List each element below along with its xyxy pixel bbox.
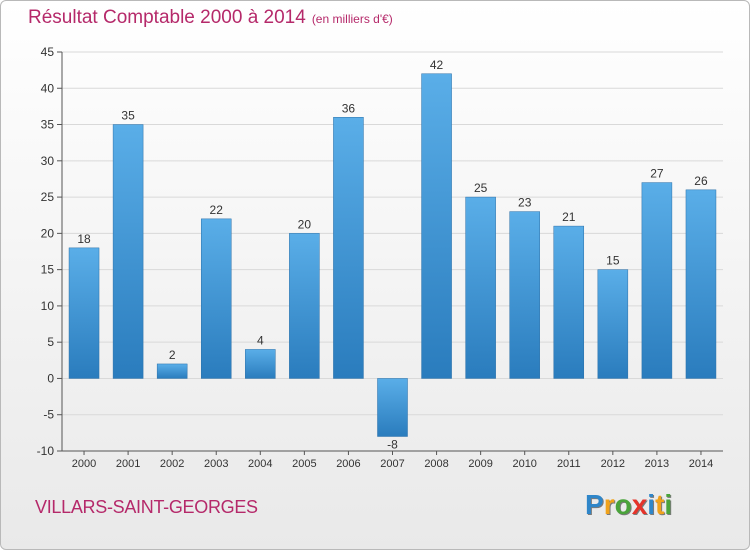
bar — [333, 117, 364, 379]
y-tick-label: -5 — [43, 408, 54, 422]
bar — [509, 211, 540, 379]
data-label: 2 — [169, 348, 176, 362]
x-tick-label: 2006 — [336, 458, 360, 470]
logo-letter: x — [631, 489, 648, 520]
y-tick-label: 35 — [41, 118, 55, 132]
data-label: 21 — [562, 210, 576, 224]
logo-letter: r — [603, 489, 615, 520]
bar — [685, 189, 717, 379]
bar — [553, 225, 585, 379]
proxiti-logo: Proxiti — [585, 489, 672, 521]
bar — [156, 363, 188, 379]
x-tick-label: 2007 — [380, 458, 404, 470]
x-tick-label: 2011 — [557, 458, 581, 470]
logo-letter: i — [647, 489, 656, 520]
y-tick-label: 40 — [41, 81, 55, 95]
data-label: 20 — [298, 217, 312, 231]
location-label: VILLARS-SAINT-GEORGES — [35, 497, 258, 517]
y-tick-label: 5 — [47, 335, 54, 349]
y-tick-label: 30 — [41, 154, 55, 168]
x-tick-label: 2005 — [292, 458, 316, 470]
x-tick-label: 2013 — [645, 458, 669, 470]
y-tick-label: 0 — [47, 371, 54, 385]
chart-title-text: Résultat Comptable 2000 à 2014 — [28, 7, 306, 28]
data-label: 22 — [210, 203, 224, 217]
chart-unit: (en milliers d'€) — [311, 12, 393, 26]
data-label: -8 — [387, 437, 398, 451]
y-tick-label: -10 — [37, 444, 55, 458]
bar — [289, 233, 320, 379]
chart-title: Résultat Comptable 2000 à 2014 (en millie… — [28, 7, 393, 29]
bar — [112, 124, 144, 379]
bar — [465, 196, 496, 379]
x-tick-label: 2010 — [512, 458, 536, 470]
x-tick-label: 2002 — [160, 458, 184, 470]
data-label: 18 — [77, 232, 91, 246]
x-tick-label: 2000 — [72, 458, 96, 470]
bar — [377, 378, 408, 437]
data-label: 42 — [430, 58, 444, 72]
logo-letter: i — [664, 489, 673, 520]
y-tick-label: 10 — [41, 299, 55, 313]
logo-letter: P — [585, 489, 604, 520]
x-tick-label: 2009 — [468, 458, 492, 470]
logo-letter: o — [614, 489, 632, 520]
data-label: 36 — [342, 101, 356, 115]
data-label: 23 — [518, 196, 532, 210]
bar — [421, 73, 452, 379]
bar — [68, 247, 100, 379]
y-tick-label: 20 — [41, 226, 55, 240]
data-label: 15 — [606, 254, 620, 268]
data-label: 25 — [474, 181, 488, 195]
x-tick-label: 2012 — [601, 458, 625, 470]
y-tick-label: 25 — [41, 190, 55, 204]
bar — [200, 218, 232, 379]
x-tick-label: 2004 — [248, 458, 272, 470]
bar — [597, 269, 629, 379]
y-tick-label: 15 — [41, 263, 55, 277]
bar — [245, 349, 276, 379]
bar — [641, 182, 673, 379]
x-tick-label: 2014 — [689, 458, 713, 470]
x-tick-label: 2008 — [424, 458, 448, 470]
y-tick-label: 45 — [41, 45, 55, 59]
x-tick-label: 2001 — [116, 458, 140, 470]
data-label: 35 — [121, 109, 135, 123]
logo-letter: t — [655, 489, 665, 520]
data-label: 26 — [694, 174, 708, 188]
x-tick-label: 2003 — [204, 458, 228, 470]
data-label: 4 — [257, 333, 264, 347]
data-label: 27 — [650, 167, 664, 181]
